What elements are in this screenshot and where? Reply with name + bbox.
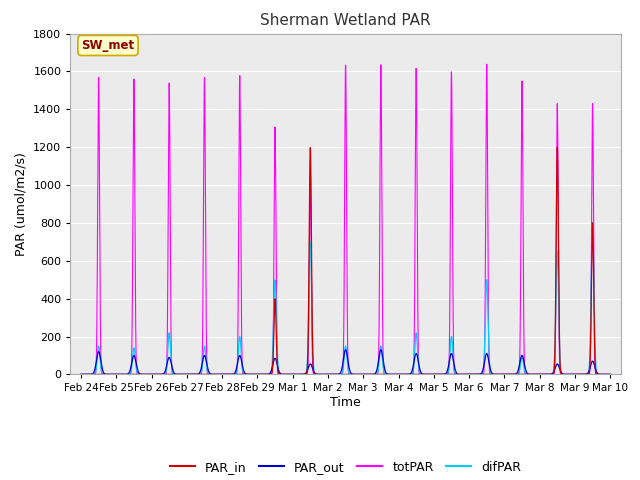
Line: totPAR: totPAR (81, 64, 610, 374)
Legend: PAR_in, PAR_out, totPAR, difPAR: PAR_in, PAR_out, totPAR, difPAR (165, 456, 526, 479)
difPAR (536, 372, 543, 377)
totPAR (483, 61, 490, 67)
totPAR (303, 372, 310, 377)
difPAR (606, 372, 614, 377)
PAR_in (554, 144, 561, 150)
totPAR (138, 372, 145, 377)
difPAR (280, 372, 288, 377)
Line: PAR_out: PAR_out (81, 350, 610, 374)
difPAR (539, 372, 547, 377)
difPAR (77, 372, 85, 377)
totPAR (280, 372, 288, 377)
difPAR (138, 372, 145, 377)
PAR_in (138, 372, 145, 377)
totPAR (169, 372, 177, 377)
Title: Sherman Wetland PAR: Sherman Wetland PAR (260, 13, 431, 28)
difPAR (596, 372, 604, 377)
PAR_out (377, 347, 385, 353)
PAR_out (77, 372, 85, 377)
PAR_out (571, 372, 579, 377)
totPAR (596, 372, 604, 377)
PAR_out (596, 372, 604, 377)
PAR_in (280, 372, 288, 377)
Y-axis label: PAR (umol/m2/s): PAR (umol/m2/s) (15, 152, 28, 256)
PAR_out (138, 372, 145, 377)
PAR_in (606, 372, 614, 377)
PAR_out (303, 369, 310, 374)
Text: SW_met: SW_met (81, 39, 134, 52)
PAR_in (539, 372, 547, 377)
totPAR (77, 372, 85, 377)
difPAR (169, 370, 177, 376)
Line: PAR_in: PAR_in (81, 147, 610, 374)
totPAR (539, 372, 547, 377)
PAR_in (303, 370, 310, 375)
PAR_out (539, 372, 547, 377)
PAR_in (169, 372, 177, 377)
PAR_out (169, 367, 177, 373)
Line: difPAR: difPAR (81, 223, 610, 374)
PAR_out (280, 372, 288, 377)
totPAR (606, 372, 614, 377)
PAR_in (596, 372, 604, 377)
difPAR (303, 366, 310, 372)
PAR_out (606, 372, 614, 377)
X-axis label: Time: Time (330, 396, 361, 409)
PAR_in (77, 372, 85, 377)
difPAR (589, 220, 596, 226)
